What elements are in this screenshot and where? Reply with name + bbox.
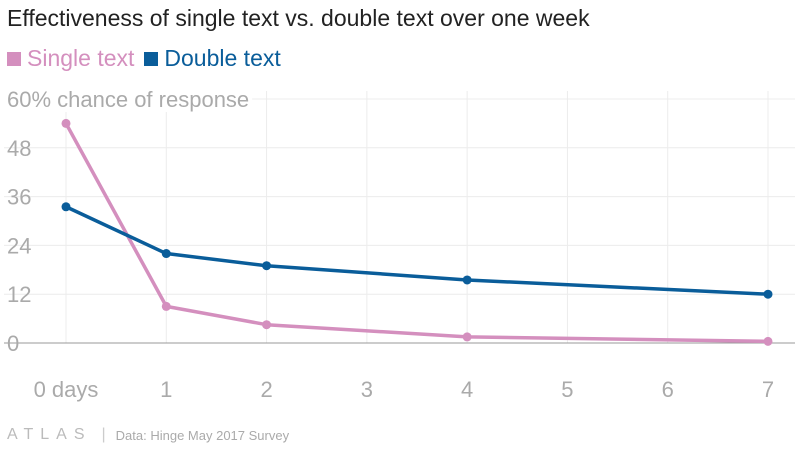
x-tick-label-7: 7 <box>762 377 774 402</box>
series-1-point-1 <box>161 249 171 259</box>
y-tick-label-3: 36 <box>7 185 31 210</box>
series-1-point-3 <box>462 275 472 285</box>
atlas-logo: ATLAS <box>7 426 92 443</box>
legend-item-double: Double text <box>144 45 281 72</box>
y-tick-label-2: 24 <box>7 233 31 258</box>
legend-swatch-double <box>144 51 159 66</box>
series-line-0 <box>64 122 769 344</box>
chart-title: Effectiveness of single text vs. double … <box>7 5 590 31</box>
series-0-point-4 <box>763 336 773 346</box>
x-tick-label-6: 6 <box>662 377 674 402</box>
y-axis-title: 60% chance of response <box>7 87 249 112</box>
x-tick-label-4: 4 <box>461 377 473 402</box>
legend-item-single: Single text <box>7 45 134 72</box>
footer-separator: | <box>101 426 106 443</box>
x-tick-label-1: 1 <box>160 377 172 402</box>
x-tick-label-3: 3 <box>361 377 373 402</box>
source-note: Data: Hinge May 2017 Survey <box>115 427 290 443</box>
footer: ATLAS | Data: Hinge May 2017 Survey <box>7 426 289 444</box>
y-axis-title-background <box>4 87 253 112</box>
y-tick-label-1: 12 <box>7 282 31 307</box>
series-1-point-0 <box>61 202 71 212</box>
series-0-point-3 <box>462 332 472 342</box>
series-line-1 <box>65 205 769 296</box>
y-tick-label-4: 48 <box>7 136 31 161</box>
series-1-point-2 <box>262 261 272 271</box>
x-tick-label-0: 0 days <box>34 377 99 402</box>
series-0-point-0 <box>61 118 71 128</box>
x-tick-label-2: 2 <box>260 377 272 402</box>
x-tick-label-5: 5 <box>561 377 573 402</box>
legend: Single text Double text <box>7 45 281 72</box>
series-1-point-4 <box>763 289 773 299</box>
y-tick-label-0: 0 <box>7 331 19 356</box>
series-0-point-1 <box>161 301 171 311</box>
legend-label-double: Double text <box>164 45 281 71</box>
legend-label-single: Single text <box>27 45 135 71</box>
legend-swatch-single <box>7 51 21 66</box>
series-0-point-2 <box>262 320 272 330</box>
